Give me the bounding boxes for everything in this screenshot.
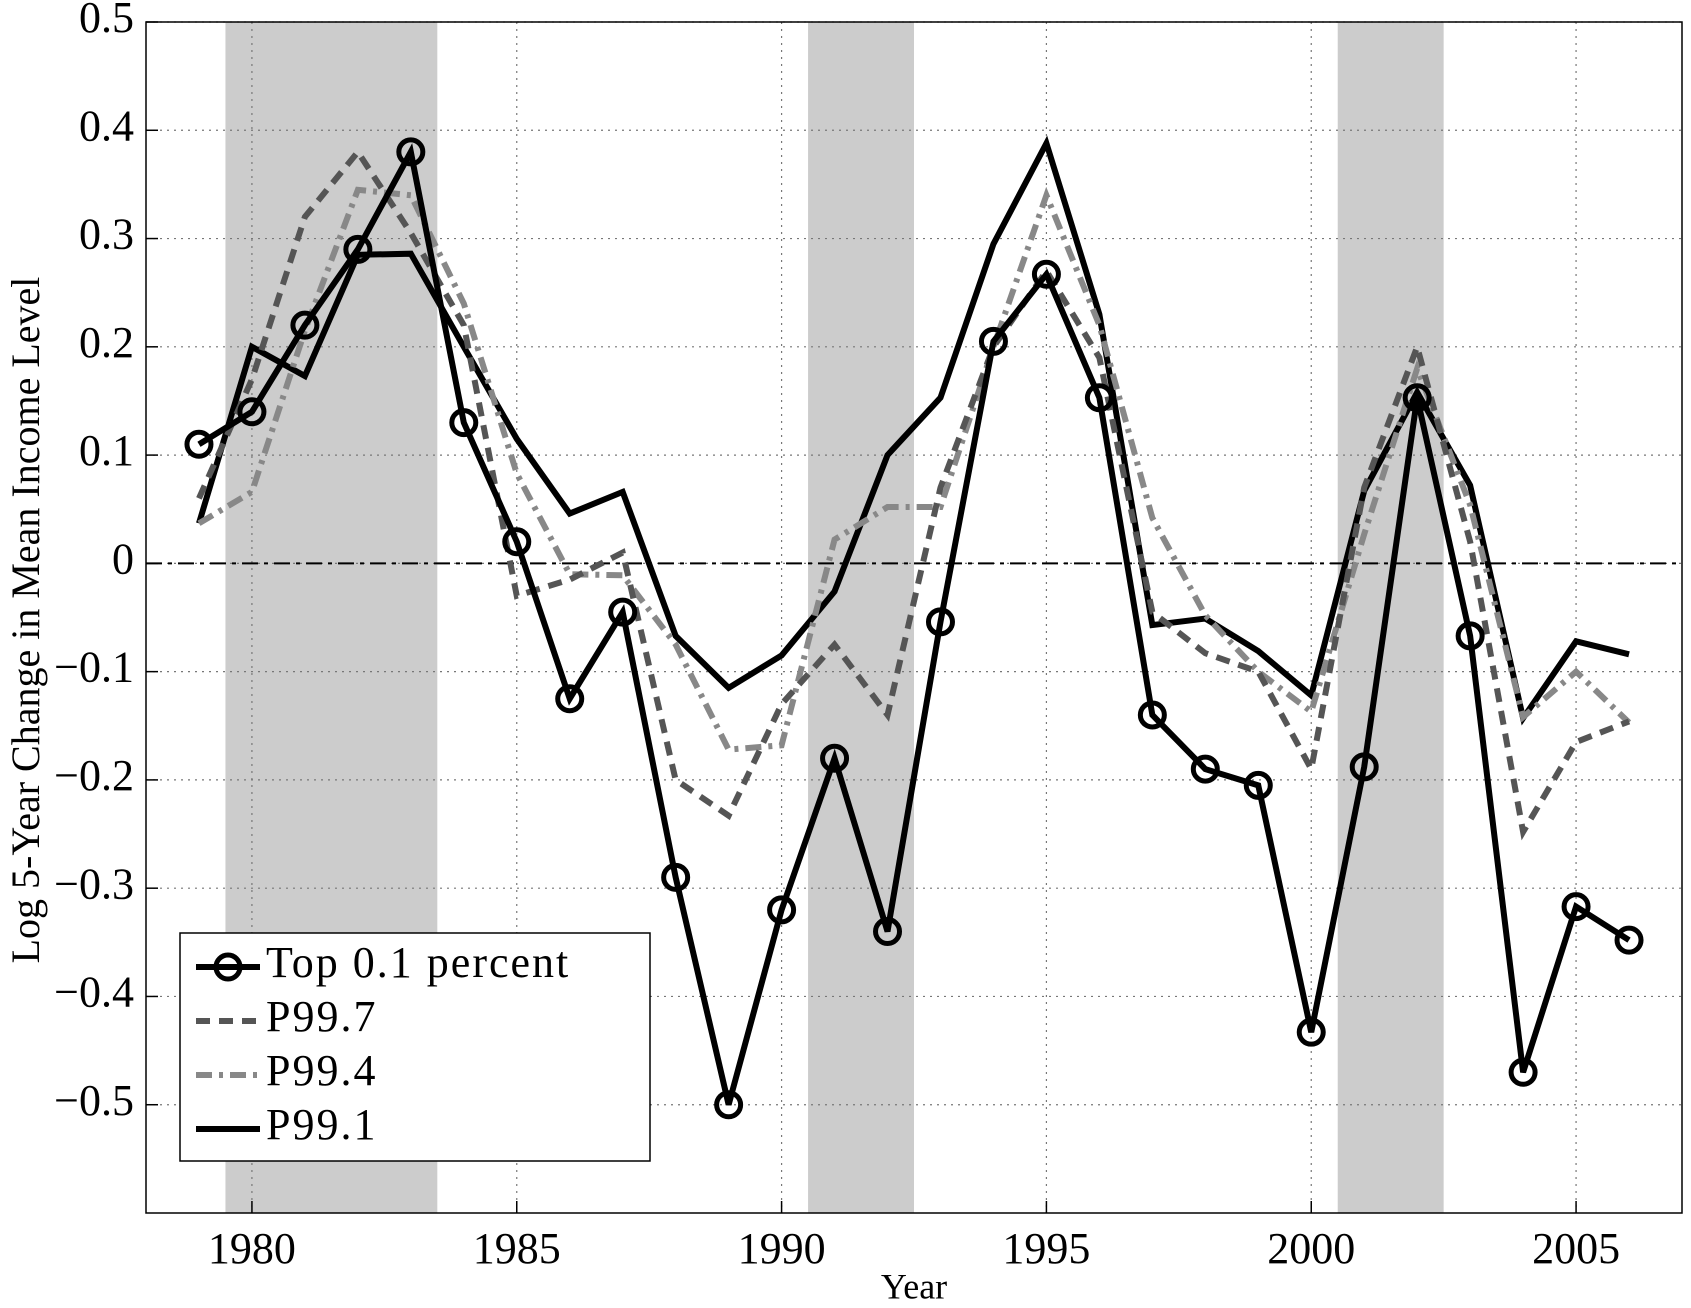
marker [1243, 770, 1273, 800]
marker [873, 916, 903, 946]
y-tick-label: −0.2 [54, 751, 134, 800]
legend-label: P99.1 [266, 1100, 377, 1149]
marker [237, 397, 267, 427]
legend-box [179, 932, 651, 1162]
y-tick-label: −0.1 [54, 643, 134, 692]
marker [290, 310, 320, 340]
marker [396, 137, 426, 167]
marker [1084, 383, 1114, 413]
marker [1031, 259, 1061, 289]
legend-label: P99.4 [266, 1046, 377, 1095]
marker [1349, 752, 1379, 782]
marker [1402, 383, 1432, 413]
x-tick-label: 2000 [1267, 1224, 1355, 1273]
y-axis-label: Log 5-Year Change in Mean Income Level [3, 277, 48, 964]
y-tick-label: 0.4 [79, 101, 134, 150]
y-tick-label: 0.3 [79, 210, 134, 259]
x-tick-label: 1985 [473, 1224, 561, 1273]
legend-label: P99.7 [266, 992, 377, 1041]
y-tick-label: 0.2 [79, 318, 134, 367]
y-tick-label: 0 [112, 534, 134, 583]
marker [1296, 1017, 1326, 1047]
marker [608, 597, 638, 627]
marker [502, 527, 532, 557]
marker [555, 684, 585, 714]
marker [1137, 700, 1167, 730]
x-tick-label: 2005 [1532, 1224, 1620, 1273]
marker [767, 895, 797, 925]
marker [343, 234, 373, 264]
marker [925, 607, 955, 637]
legend-label: Top 0.1 percent [266, 938, 570, 987]
legend-marker [213, 952, 243, 982]
y-tick-label: −0.3 [54, 859, 134, 908]
marker [1508, 1057, 1538, 1087]
x-tick-label: 1980 [208, 1224, 296, 1273]
y-tick-label: 0.5 [79, 0, 134, 42]
marker [1455, 621, 1485, 651]
marker [1190, 754, 1220, 784]
shaded-region [1337, 22, 1444, 1213]
plot-frame [145, 21, 1683, 1214]
marker [449, 408, 479, 438]
series-line [197, 143, 1631, 1106]
marker [714, 1090, 744, 1120]
shaded-region [808, 22, 914, 1213]
marker [1614, 925, 1644, 955]
marker [820, 743, 850, 773]
y-tick-label: −0.4 [54, 968, 134, 1017]
marker [661, 862, 691, 892]
x-axis-label: Year [881, 1266, 947, 1306]
x-tick-label: 1995 [1002, 1224, 1090, 1273]
y-tick-label: 0.1 [79, 426, 134, 475]
marker [1561, 892, 1591, 922]
marker [184, 429, 214, 459]
x-tick-label: 1990 [738, 1224, 826, 1273]
marker [978, 326, 1008, 356]
y-tick-label: −0.5 [54, 1076, 134, 1125]
